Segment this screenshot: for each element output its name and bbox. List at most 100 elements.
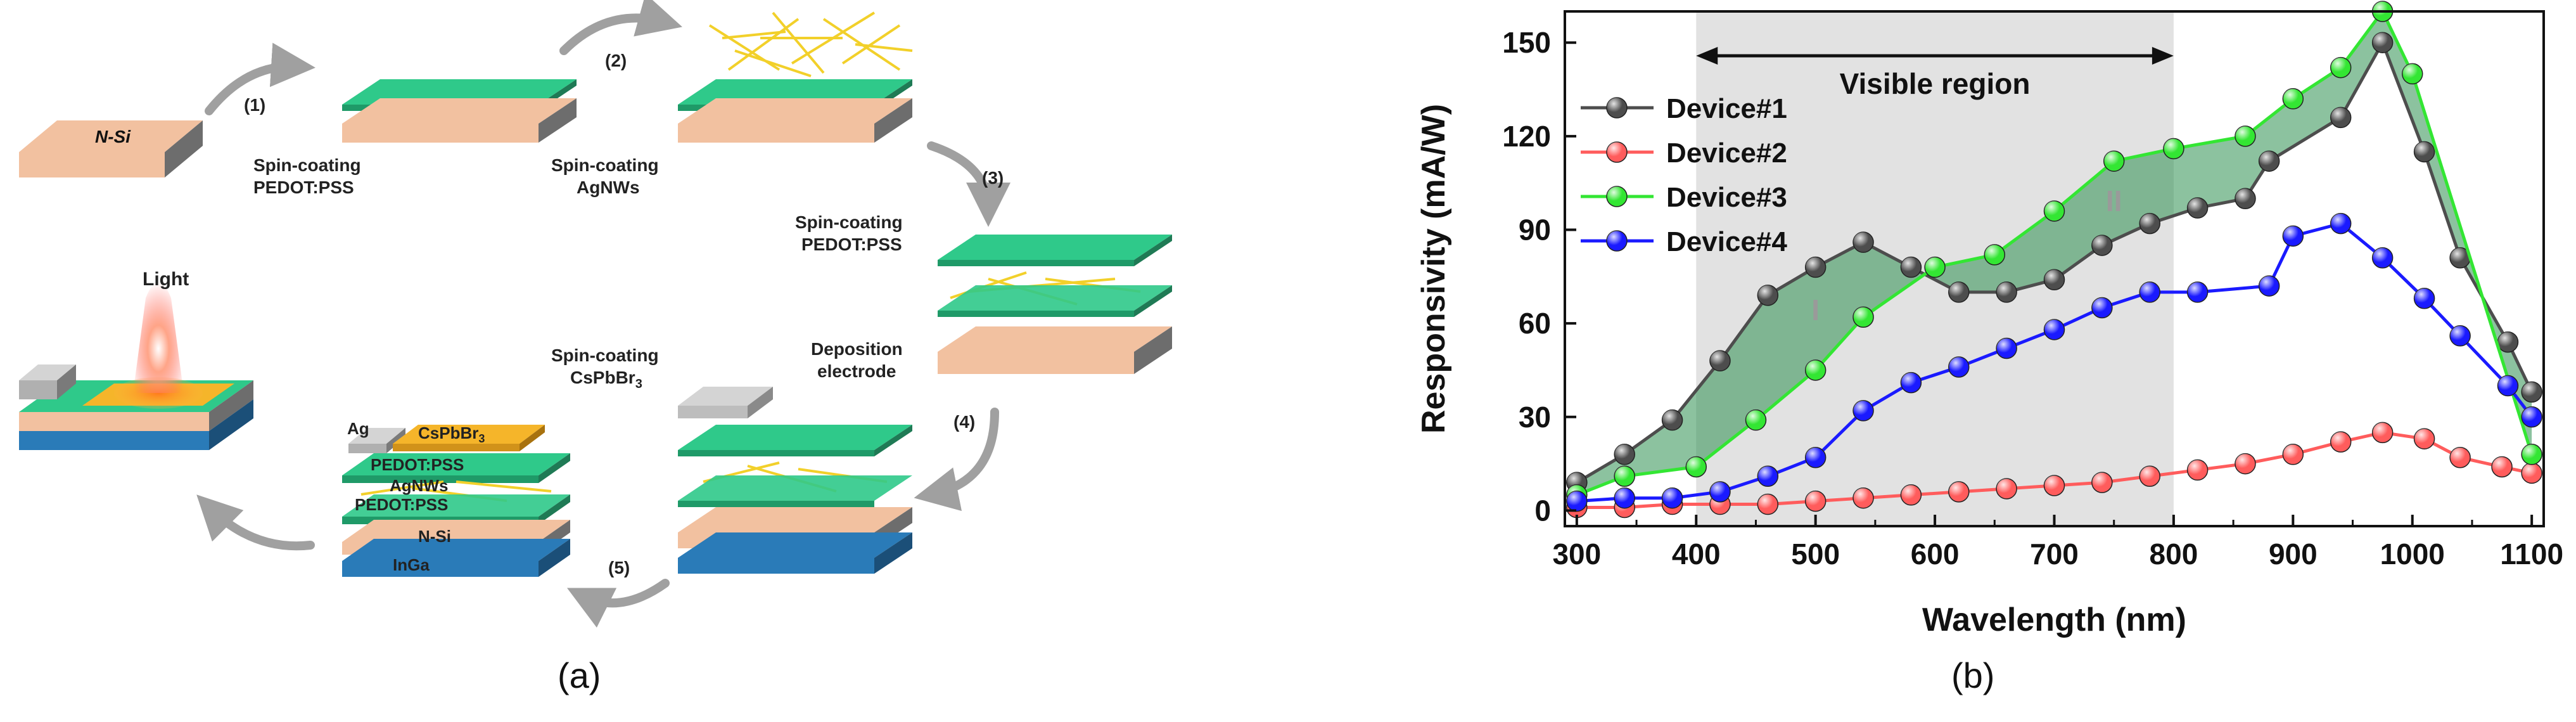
data-point-highlight <box>1996 338 2017 359</box>
data-point-highlight <box>2283 88 2304 109</box>
stack-pedot2 <box>938 235 1172 374</box>
data-point-highlight <box>2163 138 2184 159</box>
data-point-highlight <box>1948 357 1969 378</box>
data-point-highlight <box>1948 481 1969 502</box>
x-tick-label: 700 <box>2030 538 2079 571</box>
data-point-highlight <box>2259 276 2280 297</box>
data-point-highlight <box>2187 281 2208 302</box>
data-point-highlight <box>1948 281 1969 302</box>
fabrication-schematic: N-Si Spin-coating PEDOT:PSS <box>19 0 1172 695</box>
data-point-highlight <box>1566 491 1587 512</box>
data-point-highlight <box>2522 463 2542 484</box>
caption-electrode-line2: electrode <box>817 361 896 381</box>
stack-label-ag: Ag <box>347 419 369 438</box>
x-tick-label: 400 <box>1672 538 1721 571</box>
y-tick-label: 30 <box>1519 401 1551 434</box>
panel-a-label: (a) <box>558 655 601 695</box>
data-point-highlight <box>2450 447 2471 468</box>
stack-label-agnws: AgNWs <box>390 476 448 495</box>
data-point-highlight <box>1614 487 1635 508</box>
data-point-highlight <box>1853 232 1874 253</box>
series-device1 <box>1566 32 2542 493</box>
data-point-highlight <box>2091 235 2112 256</box>
data-point-highlight <box>1805 257 1826 278</box>
data-point-highlight <box>1805 447 1826 468</box>
axis-layer: 300 400 500 600 700 800 900 1000 1100 0 30 60 90 120 1… <box>1502 26 2563 571</box>
x-tick-label: 300 <box>1552 538 1601 571</box>
data-point-highlight <box>1745 409 1766 430</box>
step-1-label: (1) <box>244 95 265 115</box>
data-point-highlight <box>2522 406 2542 427</box>
y-tick-label: 60 <box>1519 307 1551 340</box>
data-point-highlight <box>2091 297 2112 318</box>
data-point-highlight <box>2492 456 2513 477</box>
data-point-highlight <box>1901 484 1922 505</box>
light-label: Light <box>143 269 189 290</box>
data-point-highlight <box>2450 325 2471 346</box>
fill-between-device1-device3 <box>1576 11 2532 495</box>
legend-marker-highlight <box>1607 231 1627 251</box>
responsivity-chart: Visible region I II 300 400 500 600 700 800 90… <box>1415 1 2563 695</box>
stack-label-cspbbr3: CsPbBr3 <box>418 423 485 445</box>
annotation-I: I <box>1811 293 1820 326</box>
legend-marker-highlight <box>1607 98 1627 118</box>
exploded-stack <box>342 425 570 577</box>
x-tick-label: 1100 <box>2500 538 2563 571</box>
data-point-highlight <box>2402 63 2423 84</box>
y-tick-label: 150 <box>1502 26 1551 59</box>
data-point-highlight <box>1805 491 1826 512</box>
data-point-highlight <box>2235 188 2255 209</box>
data-point-highlight <box>2044 200 2065 221</box>
legend-item: Device#4 <box>1581 226 1787 257</box>
fill-between-layer <box>1576 11 2532 495</box>
data-point-highlight <box>2330 213 2351 234</box>
visible-region-arrow-right-head <box>2152 47 2174 65</box>
data-point-highlight <box>2414 141 2435 162</box>
legend-marker-highlight <box>1607 186 1627 207</box>
data-point-highlight <box>2044 269 2065 290</box>
data-point-highlight <box>1853 307 1874 328</box>
data-point-highlight <box>2330 432 2351 453</box>
data-point-highlight <box>1614 444 1635 465</box>
data-point-highlight <box>2497 375 2518 396</box>
x-tick-label: 900 <box>2269 538 2318 571</box>
final-device <box>19 282 253 450</box>
data-point-highlight <box>1614 466 1635 487</box>
data-point-highlight <box>1662 487 1683 508</box>
x-tick-label: 800 <box>2150 538 2198 571</box>
nsi-substrate-label: N-Si <box>95 127 131 146</box>
data-point-highlight <box>2259 151 2280 172</box>
data-point-highlight <box>2522 382 2542 403</box>
series-line <box>1576 430 2532 509</box>
caption-pedot2-line2: PEDOT:PSS <box>801 235 902 254</box>
step-4-label: (4) <box>953 412 975 432</box>
data-point-highlight <box>2497 332 2518 352</box>
stack-label-pedot-bottom: PEDOT:PSS <box>355 495 448 514</box>
data-point-highlight <box>1686 456 1707 477</box>
data-point-highlight <box>2187 460 2208 480</box>
data-point-highlight <box>2330 57 2351 78</box>
stack-label-pedot-top: PEDOT:PSS <box>371 455 464 474</box>
data-point-highlight <box>1925 257 1946 278</box>
annotation-II: II <box>2106 184 2122 217</box>
step-3-label: (3) <box>982 168 1004 188</box>
data-point-highlight <box>1757 494 1778 515</box>
y-axis-title: Responsivity (mA/W) <box>1415 104 1452 434</box>
visible-region-arrow-left-head <box>1696 47 1718 65</box>
caption-cspbbr3-line2: CsPbBr3 <box>570 368 642 391</box>
legend-label: Device#1 <box>1666 93 1787 124</box>
x-tick-label: 500 <box>1791 538 1840 571</box>
data-point-highlight <box>1805 359 1826 380</box>
data-point-highlight <box>1757 466 1778 487</box>
data-point-highlight <box>2235 126 2255 146</box>
data-point-highlight <box>1901 372 1922 393</box>
process-arrows <box>196 0 1011 628</box>
stack-electrode <box>678 387 912 574</box>
legend-marker-highlight <box>1607 142 1627 162</box>
data-point-highlight <box>2091 472 2112 493</box>
data-point-highlight <box>1709 481 1730 502</box>
step-5-label: (5) <box>608 558 630 577</box>
data-point-highlight <box>1662 409 1683 430</box>
y-tick-label: 0 <box>1534 494 1551 527</box>
